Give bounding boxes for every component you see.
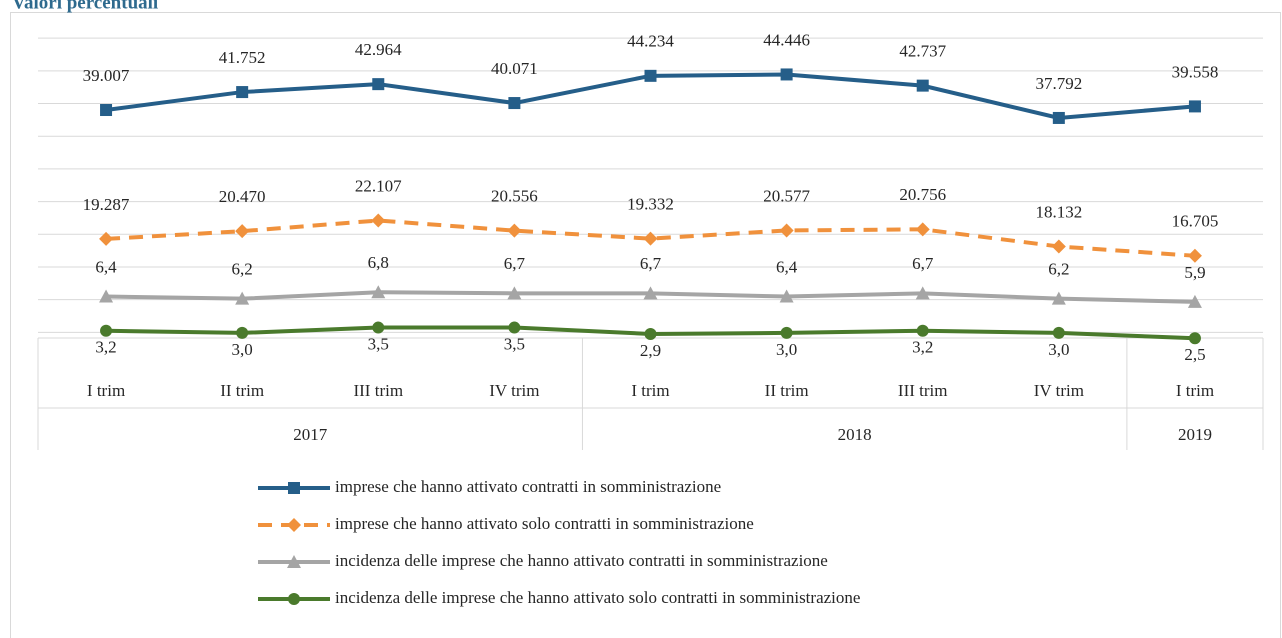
- data-label: 3,2: [95, 338, 116, 357]
- data-label: 6,7: [640, 254, 662, 273]
- marker: [1187, 248, 1202, 263]
- data-label: 5,9: [1184, 263, 1205, 282]
- marker: [1052, 111, 1065, 124]
- data-label: 20.577: [763, 186, 810, 205]
- marker: [99, 289, 114, 303]
- data-label: 3,0: [776, 340, 797, 359]
- data-label: 44.234: [627, 32, 674, 51]
- legend-marker: [288, 482, 300, 494]
- data-label: 3,5: [504, 334, 525, 353]
- data-label: 3,2: [912, 338, 933, 357]
- data-label: 20.556: [491, 187, 538, 206]
- marker: [643, 286, 658, 300]
- marker: [507, 286, 522, 300]
- marker: [508, 97, 521, 110]
- marker: [507, 223, 522, 238]
- data-label: 44.446: [763, 30, 810, 49]
- data-label: 40.071: [491, 59, 538, 78]
- marker: [915, 222, 930, 237]
- marker: [780, 68, 793, 81]
- marker: [1188, 100, 1201, 113]
- data-label: 42.964: [355, 40, 402, 59]
- x-tick-label: III trim: [898, 381, 948, 400]
- data-label: 22.107: [355, 176, 402, 195]
- marker: [916, 79, 929, 92]
- data-label: 42.737: [899, 42, 946, 61]
- data-label: 3,0: [1048, 340, 1069, 359]
- data-label: 6,2: [232, 260, 253, 279]
- marker: [1052, 326, 1065, 339]
- legend-marker: [287, 555, 301, 568]
- data-label: 39.558: [1172, 62, 1219, 81]
- legend-label: incidenza delle imprese che hanno attiva…: [335, 588, 860, 607]
- x-tick-label: II trim: [220, 381, 264, 400]
- marker: [99, 231, 114, 246]
- data-label: 3,5: [368, 334, 389, 353]
- x-tick-label: I trim: [1176, 381, 1214, 400]
- group-label: 2018: [838, 425, 872, 444]
- data-label: 20.470: [219, 187, 266, 206]
- marker: [779, 223, 794, 238]
- marker: [508, 321, 521, 334]
- marker: [371, 213, 386, 228]
- marker: [644, 69, 657, 82]
- series-line: [105, 218, 1196, 258]
- marker: [236, 326, 249, 339]
- marker: [1187, 294, 1202, 308]
- data-label: 6,8: [368, 253, 389, 272]
- data-label: 6,4: [776, 257, 798, 276]
- marker: [1051, 239, 1066, 254]
- marker: [780, 326, 793, 339]
- x-tick-label: III trim: [353, 381, 403, 400]
- x-tick-label: IV trim: [1034, 381, 1084, 400]
- marker: [1188, 332, 1201, 345]
- data-label: 18.132: [1035, 202, 1082, 221]
- data-label: 6,7: [504, 254, 526, 273]
- marker: [236, 86, 249, 99]
- marker: [371, 285, 386, 299]
- marker: [235, 224, 250, 239]
- data-label: 19.332: [627, 195, 674, 214]
- data-label: 6,4: [95, 257, 117, 276]
- data-label: 2,9: [640, 341, 661, 360]
- marker: [779, 289, 794, 303]
- data-label: 20.756: [899, 185, 946, 204]
- legend-marker: [288, 593, 300, 605]
- legend-label: imprese che hanno attivato contratti in …: [335, 477, 721, 496]
- marker: [235, 291, 250, 305]
- data-label: 39.007: [83, 66, 130, 85]
- legend-marker: [287, 518, 301, 532]
- data-label: 16.705: [1172, 212, 1219, 231]
- marker: [100, 104, 113, 117]
- marker: [372, 321, 385, 334]
- marker: [1051, 291, 1066, 305]
- marker: [916, 324, 929, 337]
- marker: [915, 286, 930, 300]
- legend-label: imprese che hanno attivato solo contratt…: [335, 514, 754, 533]
- data-label: 6,2: [1048, 260, 1069, 279]
- x-tick-label: I trim: [87, 381, 125, 400]
- data-label: 37.792: [1035, 74, 1082, 93]
- marker: [644, 327, 657, 340]
- data-label: 2,5: [1184, 345, 1205, 364]
- marker: [100, 324, 113, 337]
- chart-frame: [10, 12, 1281, 638]
- marker: [643, 231, 658, 246]
- data-label: 41.752: [219, 48, 266, 67]
- data-label: 3,0: [232, 340, 253, 359]
- x-tick-label: I trim: [631, 381, 669, 400]
- x-tick-label: IV trim: [489, 381, 539, 400]
- group-label: 2017: [293, 425, 328, 444]
- legend-label: incidenza delle imprese che hanno attiva…: [335, 551, 828, 570]
- x-tick-label: II trim: [765, 381, 809, 400]
- marker: [372, 78, 385, 91]
- group-label: 2019: [1178, 425, 1212, 444]
- chart-title: Valori percentuali: [12, 0, 158, 13]
- data-label: 19.287: [83, 195, 130, 214]
- data-label: 6,7: [912, 254, 934, 273]
